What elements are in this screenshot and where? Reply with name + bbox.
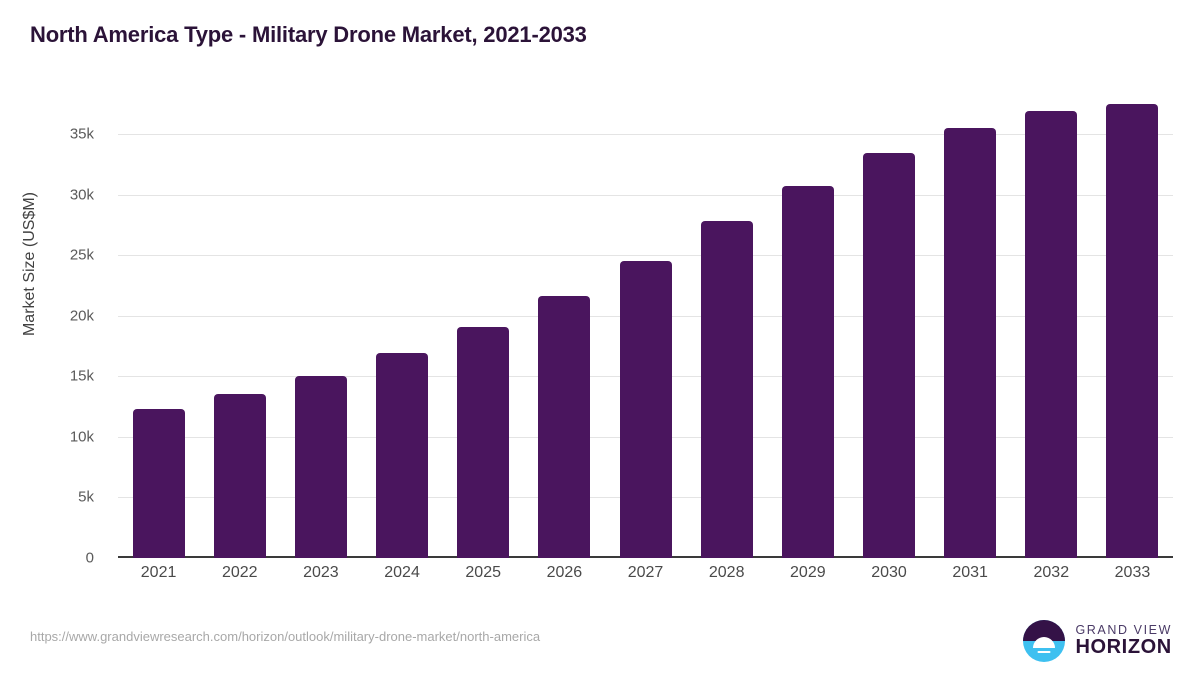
logo-line-2 (1037, 651, 1051, 654)
page-title: North America Type - Military Drone Mark… (30, 22, 587, 47)
bar-slot (605, 100, 686, 558)
gridline (118, 194, 1173, 196)
x-axis-tick-label: 2024 (384, 564, 420, 581)
bar-slot (848, 100, 929, 558)
x-axis-tick-label: 2021 (140, 564, 177, 581)
y-axis-tick-label: 35k (69, 125, 94, 143)
x-axis-tick-label: 2032 (1033, 564, 1070, 581)
bar-2032[interactable] (1025, 110, 1078, 558)
x-axis-tick-label: 2027 (627, 564, 664, 581)
x-axis-tick-labels: 2021 2022 2023 2024 2025 2026 2027 2028 2029 2030… (118, 564, 1173, 582)
bar-slot (767, 100, 848, 558)
bar-slot (1092, 100, 1173, 558)
brand-logo: GRAND VIEW HORIZON (1023, 620, 1172, 662)
x-axis-tick-label: 2031 (952, 564, 988, 581)
bar-series (118, 100, 1173, 558)
x-axis-tick-label: 2030 (871, 564, 907, 581)
brand-name-top: GRAND VIEW (1075, 622, 1172, 637)
y-axis-tick-label: 15k (69, 367, 94, 385)
y-axis-tick-label: 5k (78, 488, 94, 506)
bar-slot (524, 100, 605, 558)
bar-2030[interactable] (862, 153, 915, 558)
bar-2026[interactable] (538, 296, 591, 558)
bar-2023[interactable] (294, 376, 347, 558)
y-axis-tick-label: 20k (69, 307, 94, 325)
grand-view-horizon-icon (1023, 620, 1066, 662)
logo-line-1 (1034, 646, 1055, 649)
x-axis-tick-label: 2026 (546, 564, 583, 581)
y-axis-tick-labels: 0 5k 10k 15k 20k 25k 30k 35k (0, 100, 104, 566)
bar-2021[interactable] (132, 408, 185, 558)
bar-2033[interactable] (1106, 103, 1159, 558)
bar-slot (686, 100, 767, 558)
y-axis-tick-label: 25k (69, 246, 94, 264)
y-axis-tick-label: 0 (85, 549, 94, 567)
brand-wordmark: GRAND VIEW HORIZON (1075, 622, 1172, 659)
source-url[interactable]: https://www.grandviewresearch.com/horizo… (30, 629, 541, 644)
bar-2028[interactable] (700, 221, 753, 558)
bar-2022[interactable] (213, 394, 266, 558)
y-axis-tick-label: 30k (69, 186, 94, 203)
brand-name-bottom: HORIZON (1075, 636, 1172, 659)
bar-slot (443, 100, 524, 558)
bar-slot (199, 100, 280, 558)
x-axis-tick-label: 2023 (303, 564, 339, 581)
x-axis-tick-label: 2033 (1114, 564, 1151, 581)
y-axis-tick-label: 10k (69, 428, 94, 446)
gridline (118, 255, 1173, 257)
bar-slot (361, 100, 442, 558)
x-axis-tick-label: 2025 (465, 564, 501, 581)
bar-slot (280, 100, 361, 558)
bar-slot (1011, 100, 1092, 558)
logo-dome-shape (1033, 636, 1056, 648)
bar-2024[interactable] (376, 353, 429, 558)
logo-top-half (1023, 620, 1066, 641)
gridline (118, 133, 1173, 135)
bar-2031[interactable] (944, 127, 997, 558)
x-axis-tick-label: 2029 (790, 564, 826, 581)
x-axis-tick-label: 2028 (708, 564, 745, 581)
bar-2025[interactable] (457, 326, 510, 558)
bar-2027[interactable] (619, 261, 672, 558)
bar-slot (118, 100, 199, 558)
x-axis-tick-label: 2022 (221, 564, 258, 581)
bar-slot (930, 100, 1011, 558)
bar-2029[interactable] (781, 186, 834, 558)
